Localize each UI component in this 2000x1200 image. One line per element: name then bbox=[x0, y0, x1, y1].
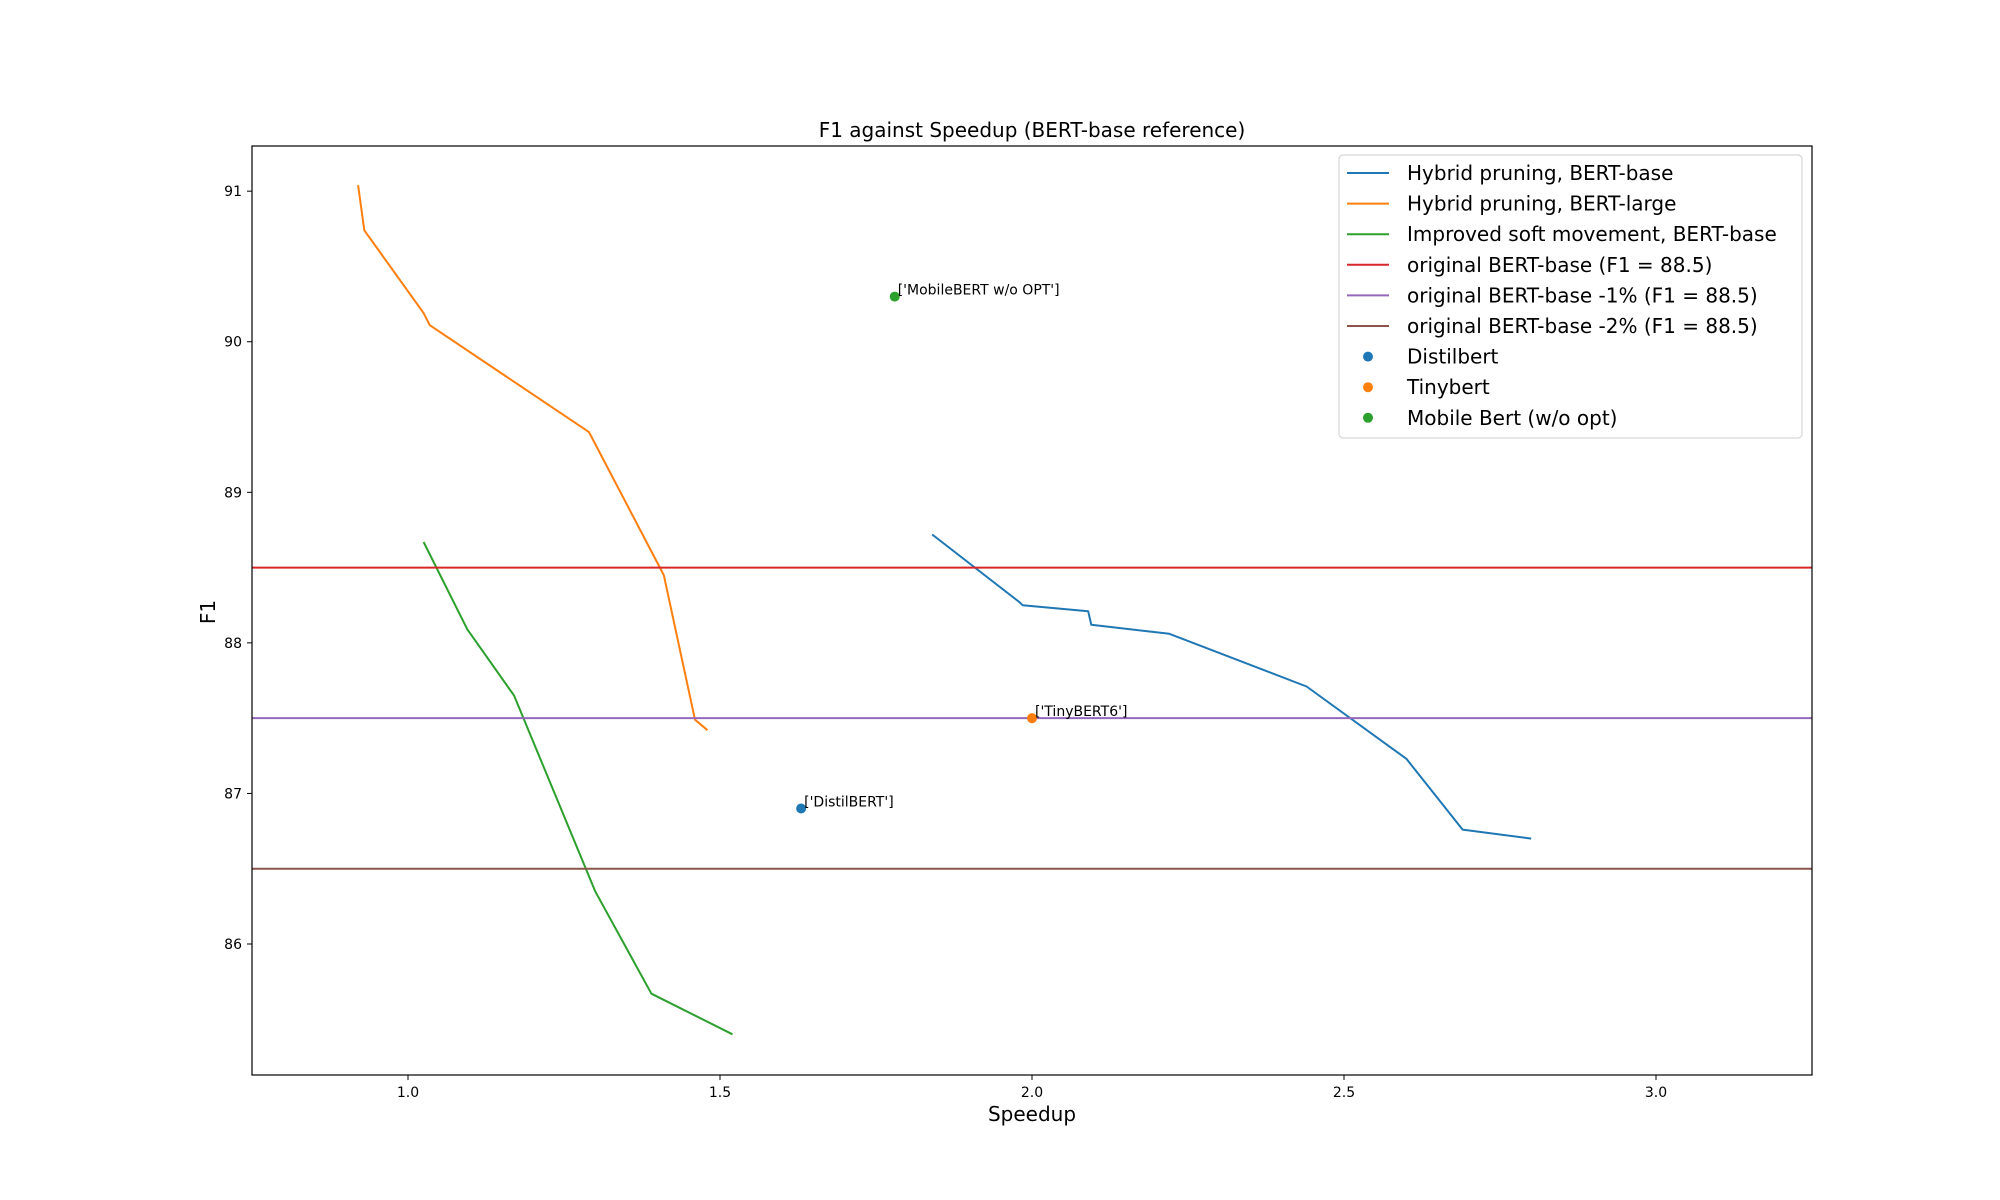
y-tick-label: 87 bbox=[224, 786, 242, 802]
y-tick-label: 88 bbox=[224, 636, 242, 652]
plot-series: ['DistilBERT'] ['TinyBERT6'] ['MobileBERT … bbox=[252, 184, 1812, 1036]
legend-label: Tinybert bbox=[1406, 375, 1490, 399]
series-line-0 bbox=[931, 533, 1532, 840]
legend-label: Hybrid pruning, BERT-base bbox=[1407, 161, 1673, 185]
legend-label: Distilbert bbox=[1407, 345, 1499, 369]
chart-title: F1 against Speedup (BERT-base reference) bbox=[819, 118, 1246, 142]
x-tick-label: 2.5 bbox=[1333, 1085, 1355, 1101]
point-annotation: ['MobileBERT w/o OPT'] bbox=[898, 283, 1060, 299]
y-tick-label: 90 bbox=[224, 335, 242, 351]
x-axis-label: Speedup bbox=[988, 1102, 1076, 1126]
series-line-1 bbox=[357, 184, 709, 731]
x-tick-label: 3.0 bbox=[1645, 1085, 1667, 1101]
point-annotation: ['DistilBERT'] bbox=[804, 794, 894, 810]
legend-marker bbox=[1363, 351, 1373, 362]
data-point-8 bbox=[889, 291, 900, 302]
data-point-6 bbox=[796, 803, 807, 814]
series-line-2 bbox=[422, 541, 733, 1036]
legend-label: original BERT-base -2% (F1 = 88.5) bbox=[1407, 314, 1758, 338]
x-tick-label: 2.0 bbox=[1021, 1085, 1043, 1101]
legend-label: original BERT-base (F1 = 88.5) bbox=[1407, 253, 1712, 277]
y-tick-label: 86 bbox=[224, 937, 242, 953]
legend-frame bbox=[1338, 154, 1803, 439]
x-tick-label: 1.0 bbox=[397, 1085, 419, 1101]
y-axis-label: F1 bbox=[196, 600, 220, 624]
legend-label: Hybrid pruning, BERT-large bbox=[1407, 192, 1676, 216]
legend-label: Improved soft movement, BERT-base bbox=[1407, 222, 1777, 246]
y-tick-label: 91 bbox=[224, 184, 242, 200]
legend-label: original BERT-base -1% (F1 = 88.5) bbox=[1407, 283, 1758, 307]
point-annotation: ['TinyBERT6'] bbox=[1035, 704, 1127, 720]
legend-marker bbox=[1363, 412, 1373, 423]
x-tick-label: 1.5 bbox=[709, 1085, 731, 1101]
y-axis-ticks: 86 87 88 89 90 91 bbox=[224, 184, 252, 953]
y-tick-label: 89 bbox=[224, 485, 242, 501]
legend-label: Mobile Bert (w/o opt) bbox=[1407, 406, 1617, 430]
x-axis-ticks: 1.0 1.5 2.0 2.5 3.0 bbox=[397, 1075, 1667, 1101]
data-point-7 bbox=[1027, 713, 1037, 724]
legend: Hybrid pruning, BERT-base Hybrid pruning,… bbox=[1338, 154, 1803, 439]
legend-marker bbox=[1363, 382, 1373, 393]
